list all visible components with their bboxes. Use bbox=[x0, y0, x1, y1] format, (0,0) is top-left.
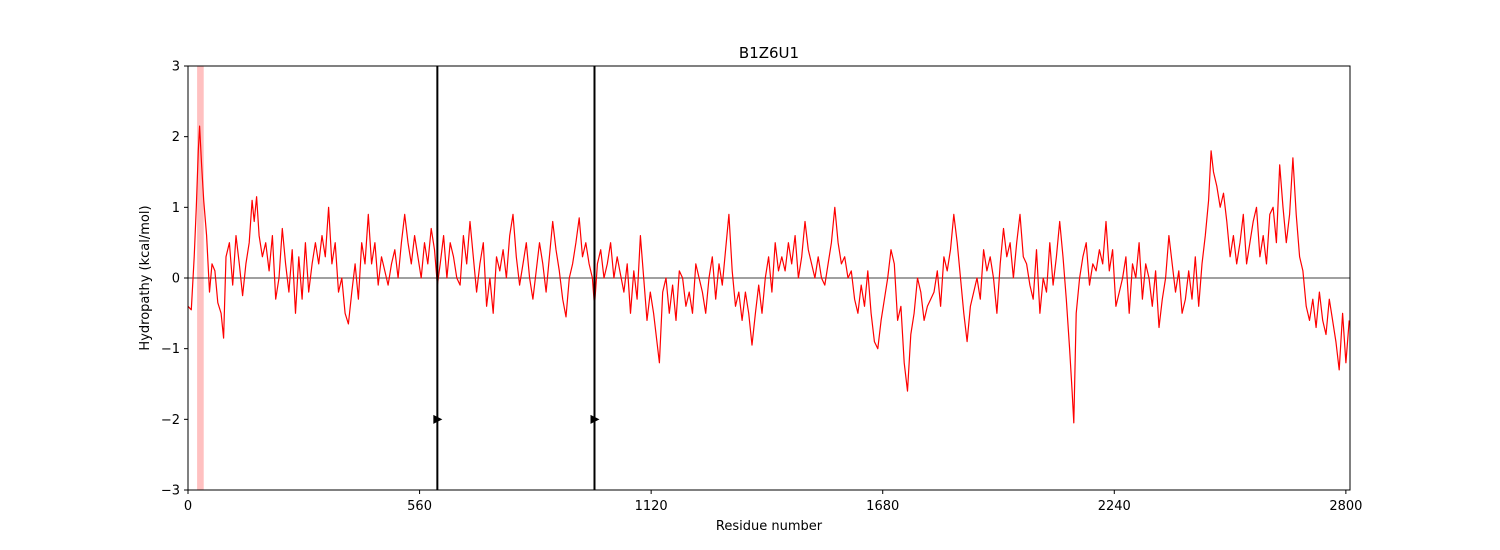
chart-title: B1Z6U1 bbox=[739, 44, 799, 62]
y-tick-label: −1 bbox=[161, 342, 180, 357]
y-tick-label: 3 bbox=[172, 60, 180, 75]
plot-area: 0 560 1120 1680 2240 2800 −3 −2 −1 0 1 2 3 bbox=[161, 60, 1363, 515]
x-tick-label: 560 bbox=[407, 499, 432, 514]
y-tick-label: −3 bbox=[161, 484, 180, 499]
x-axis-label: Residue number bbox=[716, 519, 823, 534]
vertical-marker-arrow bbox=[433, 414, 443, 424]
x-tick-label: 0 bbox=[184, 499, 192, 514]
y-tick-label: 0 bbox=[172, 272, 180, 287]
y-tick-label: 1 bbox=[172, 201, 180, 216]
vertical-marker-arrow bbox=[590, 414, 600, 424]
x-tick-label: 1120 bbox=[635, 499, 668, 514]
y-axis-label: Hydropathy (kcal/mol) bbox=[138, 205, 153, 350]
hydropathy-series-line bbox=[187, 125, 1350, 424]
x-tick-label: 2800 bbox=[1329, 499, 1362, 514]
y-tick-label: 2 bbox=[172, 130, 180, 145]
y-tick-label: −2 bbox=[161, 413, 180, 428]
x-tick-label: 1680 bbox=[866, 499, 899, 514]
x-tick-label: 2240 bbox=[1098, 499, 1131, 514]
